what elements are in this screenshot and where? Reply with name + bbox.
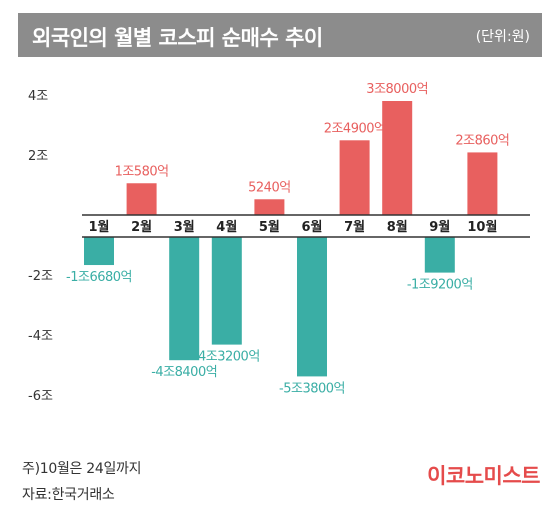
x-tick-label-10: 10월 [467,219,497,235]
bar-10 [467,152,498,215]
x-tick-label-9: 9월 [429,219,450,235]
data-label-8: 3조8000억 [366,82,428,97]
data-label-9: -1조9200억 [407,278,473,293]
data-label-7: 2조4900억 [324,121,386,136]
x-tick-label-3: 3월 [174,219,195,235]
x-tick-label-6: 6월 [301,219,322,235]
bar-5 [254,199,285,215]
y-tick-label-4: -4조 [28,329,53,344]
data-label-1: -1조6680억 [66,270,132,285]
x-tick-label-5: 5월 [259,219,280,235]
bar-4 [211,237,242,345]
bar-1 [84,237,114,266]
bar-7 [339,140,370,215]
bar-3 [169,237,200,361]
footnote: 주)10월은 24일까지 [22,461,142,477]
x-tick-label-8: 8월 [387,219,408,235]
data-label-10: 2조860억 [455,133,509,148]
chart-title: 외국인의 월별 코스피 순매수 추이 [32,26,323,50]
bar-8 [382,101,413,215]
x-tick-label-7: 7월 [344,219,365,235]
publisher-logo: 이코노미스트 [427,464,540,488]
x-tick-label-2: 2월 [131,219,152,235]
data-label-3: -4조8400억 [151,365,217,380]
data-label-4: -4조3200억 [194,350,260,365]
bar-9 [424,237,455,273]
x-tick-label-4: 4월 [216,219,237,235]
unit-label: (단위:원) [475,29,530,45]
y-tick-label-1: 4조 [28,89,48,104]
bar-2 [126,183,157,215]
category-band [82,215,530,237]
y-tick-label-3: -2조 [28,269,53,284]
x-tick-label-1: 1월 [88,219,109,235]
data-label-6: -5조3800억 [279,381,345,396]
y-tick-label-5: -6조 [28,389,53,404]
y-tick-label-2: 2조 [28,149,48,164]
data-label-2: 1조580억 [115,164,169,179]
data-label-5: 5240억 [248,180,291,195]
source-note: 자료:한국거래소 [22,487,115,503]
bar-6 [297,237,327,377]
title-bar: 외국인의 월별 코스피 순매수 추이 (단위:원) [18,13,542,57]
